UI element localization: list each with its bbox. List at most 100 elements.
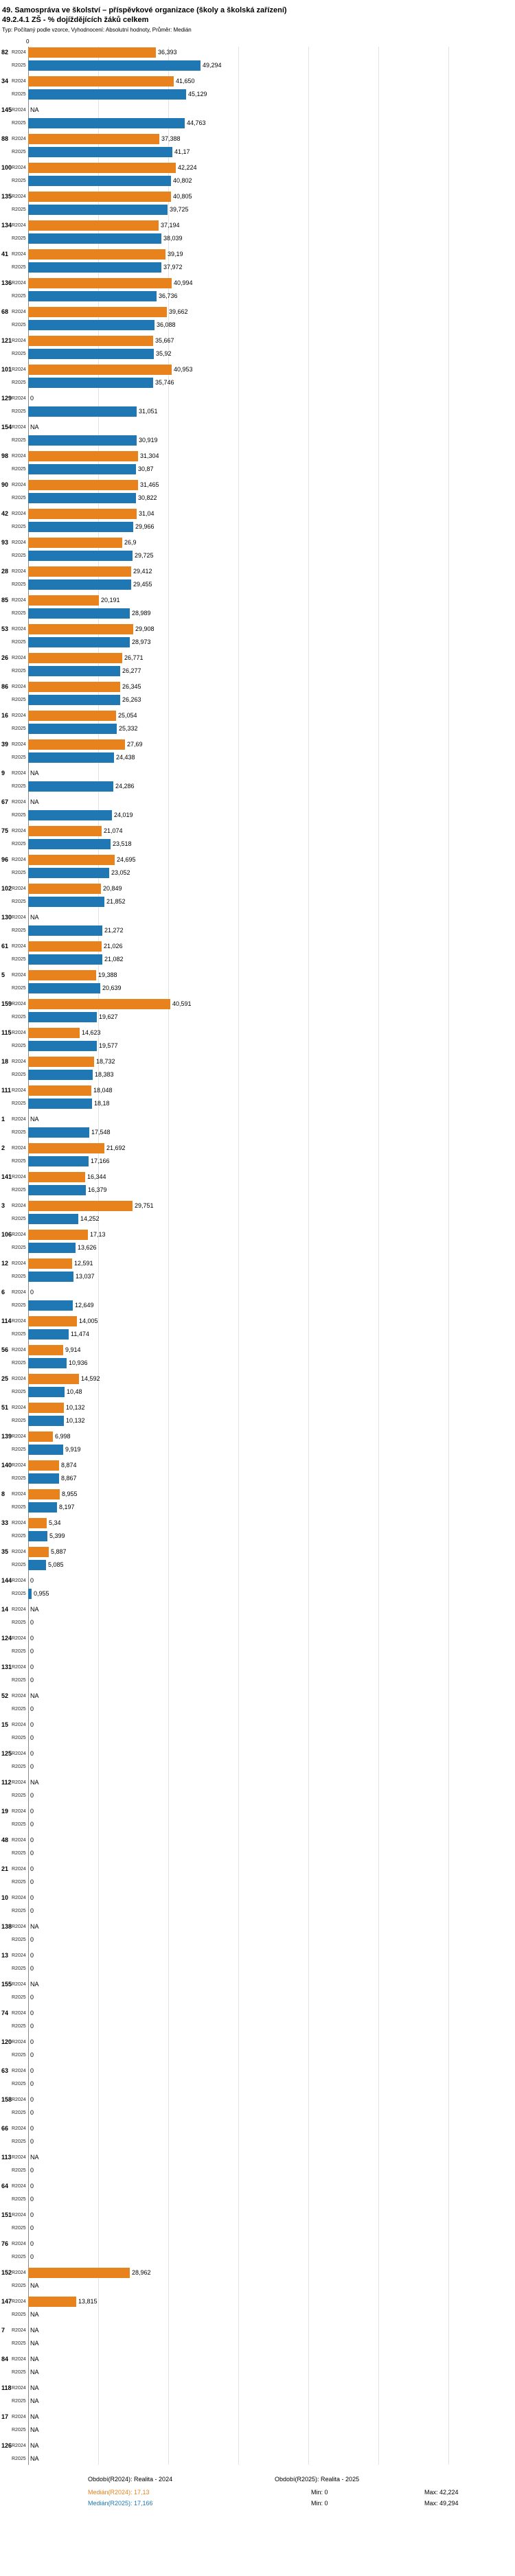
- bar-area: NA: [28, 2338, 515, 2349]
- bar-value-label: 21,272: [104, 926, 124, 934]
- row-id-label: 144: [1, 1576, 12, 1584]
- bar-value-label: 26,345: [122, 682, 141, 690]
- r2025-bar-line: R2025 35,92: [0, 348, 515, 360]
- bar-value-label: NA: [30, 423, 39, 430]
- row-id-label: 102: [1, 884, 12, 892]
- chart-row: 114 R2024 14,005 R2025 11,474: [0, 1315, 515, 1340]
- r2025-bar: [28, 1271, 73, 1282]
- bar-area: 8,197: [28, 1502, 515, 1513]
- r2024-bar-line: 106 R2024 17,13: [0, 1229, 515, 1241]
- r2024-bar-line: 42 R2024 31,04: [0, 508, 515, 520]
- series-label: R2025: [12, 62, 26, 68]
- min-r2024-label: Min: 0: [311, 2488, 328, 2496]
- bar-area: 0: [28, 1848, 515, 1859]
- r2025-bar-line: R2025 49,294: [0, 60, 515, 71]
- chart-row: 125 R2024 0 R2025 0: [0, 1748, 515, 1773]
- bar-value-label: 29,725: [135, 551, 154, 559]
- r2024-bar-line: 144 R2024 0: [0, 1575, 515, 1587]
- bar-area: 10,132: [28, 1402, 515, 1414]
- r2024-bar: [28, 537, 122, 548]
- row-id-label: 16: [1, 711, 9, 719]
- bar-area: NA: [28, 2424, 515, 2436]
- bar-area: 0: [28, 1892, 515, 1904]
- chart-row: 100 R2024 42,224 R2025 40,802: [0, 162, 515, 187]
- bar-area: 0: [28, 1575, 515, 1587]
- r2024-bar-line: 15 R2024 0: [0, 1719, 515, 1731]
- row-id-label: 13: [1, 1951, 9, 1959]
- bar-value-label: 0: [30, 2195, 34, 2203]
- bar-area: 40,802: [28, 175, 515, 187]
- series-label: R2025: [12, 2139, 26, 2144]
- row-id-label: 10: [1, 1894, 9, 1901]
- r2024-bar: [28, 2267, 130, 2278]
- bar-area: 0: [28, 2222, 515, 2234]
- bar-area: 42,224: [28, 162, 515, 174]
- series-label: R2025: [12, 1158, 26, 1164]
- r2025-bar: [28, 60, 201, 71]
- r2025-bar: [28, 1559, 46, 1570]
- bar-area: 14,005: [28, 1315, 515, 1327]
- r2025-bar-line: R2025 10,48: [0, 1386, 515, 1398]
- r2024-bar-line: 158 R2024 0: [0, 2094, 515, 2106]
- stats-r2025-row: Medián(R2025): 17,166 Min: 0 Max: 49,294: [88, 2500, 515, 2507]
- row-id-label: 74: [1, 2009, 9, 2016]
- bar-area: 0: [28, 2194, 515, 2205]
- r2024-bar-line: 39 R2024 27,69: [0, 739, 515, 750]
- r2024-bar: [28, 249, 165, 260]
- series-label: R2025: [12, 1821, 26, 1827]
- r2025-bar-line: R2025 18,383: [0, 1069, 515, 1081]
- bar-area: 17,548: [28, 1127, 515, 1138]
- r2024-bar-line: 121 R2024 35,667: [0, 335, 515, 347]
- bar-value-label: 8,197: [59, 1503, 75, 1510]
- bar-area: 10,48: [28, 1386, 515, 1398]
- bar-area: 37,388: [28, 133, 515, 145]
- series-label: R2024: [12, 1434, 26, 1439]
- bar-area: 0,955: [28, 1588, 515, 1600]
- bar-area: 35,746: [28, 377, 515, 389]
- series-label: R2025: [12, 91, 26, 97]
- r2025-bar-line: R2025 16,379: [0, 1184, 515, 1196]
- bar-value-label: NA: [30, 2153, 39, 2161]
- x-gridline: [448, 46, 449, 2465]
- series-label: R2025: [12, 437, 26, 443]
- series-label: R2025: [12, 582, 26, 587]
- bar-area: 0: [28, 1761, 515, 1773]
- bar-value-label: 44,763: [187, 119, 206, 126]
- r2024-bar-line: 10 R2024 0: [0, 1892, 515, 1904]
- series-label: R2024: [12, 78, 26, 84]
- r2025-bar-line: R2025 24,019: [0, 809, 515, 821]
- series-label: R2024: [12, 2327, 26, 2333]
- r2025-bar: [28, 694, 120, 705]
- bar-value-label: NA: [30, 2281, 39, 2289]
- bar-value-label: 40,591: [172, 1000, 192, 1007]
- r2025-bar-line: R2025 31,051: [0, 406, 515, 417]
- r2024-bar-line: 118 R2024 NA: [0, 2382, 515, 2394]
- min-r2025-label: Min: 0: [311, 2499, 328, 2507]
- bar-value-label: 19,388: [98, 971, 117, 978]
- bar-value-label: 0: [30, 1647, 34, 1655]
- series-label: R2025: [12, 2167, 26, 2173]
- r2024-bar: [28, 623, 133, 634]
- r2024-bar-line: 74 R2024 0: [0, 2008, 515, 2019]
- bar-area: 0: [28, 2065, 515, 2077]
- bar-value-label: 20,191: [101, 596, 120, 603]
- bar-area: 19,627: [28, 1011, 515, 1023]
- r2024-bar-line: 90 R2024 31,465: [0, 479, 515, 491]
- chart-row: 124 R2024 0 R2025 0: [0, 1633, 515, 1657]
- bar-value-label: 38,039: [163, 234, 183, 242]
- chart-row: 82 R2024 36,393 R2025 49,294: [0, 47, 515, 71]
- bar-area: 14,623: [28, 1027, 515, 1039]
- series-label: R2024: [12, 222, 26, 228]
- series-label: R2025: [12, 351, 26, 356]
- bar-area: 0: [28, 2136, 515, 2148]
- chart-row: 10 R2024 0 R2025 0: [0, 1892, 515, 1917]
- bar-value-label: 0: [30, 2211, 34, 2218]
- chart-row: 85 R2024 20,191 R2025 28,989: [0, 595, 515, 619]
- row-id-label: 126: [1, 2441, 12, 2449]
- r2024-bar-line: 48 R2024 0: [0, 1835, 515, 1846]
- r2024-bar: [28, 566, 131, 577]
- chart-row: 26 R2024 26,771 R2025 26,277: [0, 652, 515, 677]
- report-page: 49. Samospráva ve školství – příspěvkové…: [0, 6, 515, 2507]
- r2025-bar-line: R2025 0: [0, 2107, 515, 2119]
- bar-area: 27,69: [28, 739, 515, 750]
